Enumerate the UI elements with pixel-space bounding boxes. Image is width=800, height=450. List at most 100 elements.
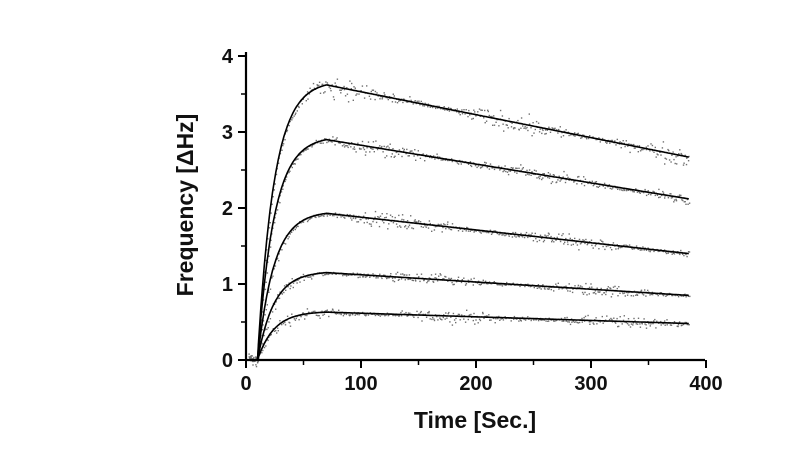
data-point [670, 197, 673, 199]
data-point [601, 315, 603, 318]
data-point [484, 280, 487, 282]
data-point [334, 212, 337, 214]
data-point [261, 343, 264, 345]
data-point [568, 179, 570, 181]
data-point [450, 316, 452, 318]
data-point [437, 155, 439, 158]
data-point [457, 230, 460, 232]
data-point [516, 318, 518, 320]
data-point [394, 277, 396, 279]
data-point [516, 167, 518, 170]
data-point [359, 276, 361, 278]
data-point [677, 324, 680, 326]
data-point [485, 282, 488, 285]
x-tick-label-200: 200 [459, 373, 492, 395]
data-point [406, 315, 408, 317]
data-point [567, 176, 569, 179]
data-point [320, 215, 323, 217]
data-point [650, 194, 652, 196]
data-point [581, 286, 583, 288]
data-point [448, 311, 450, 314]
data-point [461, 109, 463, 111]
data-point [429, 106, 431, 108]
data-point [589, 323, 591, 325]
data-point [638, 292, 640, 294]
data-point [249, 357, 251, 359]
data-point [305, 148, 307, 151]
data-point [274, 222, 276, 224]
data-point [653, 250, 655, 253]
data-point [424, 102, 426, 105]
data-point [383, 222, 385, 224]
data-point [584, 291, 586, 294]
data-point [491, 167, 493, 169]
data-point [547, 172, 550, 174]
data-point [409, 312, 411, 314]
data-point [372, 220, 374, 223]
data-point [452, 283, 454, 286]
data-point [558, 288, 560, 290]
data-point [463, 109, 465, 111]
data-point [388, 223, 390, 225]
data-point [645, 194, 648, 197]
data-point [294, 319, 297, 321]
data-point [576, 133, 578, 135]
data-point [428, 220, 431, 222]
data-point [472, 117, 474, 120]
data-point [383, 145, 385, 148]
data-point [265, 281, 267, 283]
data-point [391, 101, 394, 103]
data-point [353, 214, 355, 217]
data-point [587, 242, 589, 245]
data-point [342, 274, 344, 277]
data-point [593, 323, 595, 325]
data-point [410, 150, 412, 152]
data-point [515, 167, 517, 169]
data-point [610, 317, 612, 320]
data-point [392, 314, 394, 317]
data-point [590, 239, 593, 241]
data-point [628, 244, 631, 246]
data-point [568, 321, 570, 323]
data-point [429, 318, 431, 320]
data-point [288, 124, 290, 127]
data-point [294, 280, 296, 283]
data-point [433, 318, 435, 320]
data-point [307, 219, 310, 221]
data-point [623, 188, 625, 191]
data-point [649, 325, 651, 327]
data-point [346, 145, 348, 147]
data-point [440, 159, 442, 161]
data-point [346, 87, 348, 89]
data-point [342, 315, 345, 317]
data-point [526, 173, 529, 175]
data-point [577, 322, 579, 324]
data-point [628, 143, 630, 145]
data-point [412, 315, 414, 317]
data-point [360, 148, 362, 150]
data-point [295, 227, 297, 229]
data-point [504, 316, 506, 318]
data-point [292, 117, 294, 119]
data-point [344, 217, 346, 219]
data-point [324, 138, 326, 140]
data-point [458, 112, 460, 114]
data-point [417, 150, 419, 152]
data-point [623, 292, 626, 294]
data-point [376, 313, 379, 316]
data-point [654, 318, 656, 321]
data-point [541, 178, 543, 181]
data-point [577, 132, 579, 135]
data-point [402, 101, 404, 104]
data-point [645, 295, 647, 297]
data-point [478, 108, 481, 110]
data-point [483, 317, 485, 319]
data-point [277, 294, 279, 296]
data-point [273, 330, 276, 332]
data-point [596, 287, 598, 289]
data-point [481, 282, 483, 284]
data-point [483, 117, 485, 119]
data-point [583, 184, 586, 187]
data-point [590, 320, 592, 323]
data-point [414, 100, 416, 102]
